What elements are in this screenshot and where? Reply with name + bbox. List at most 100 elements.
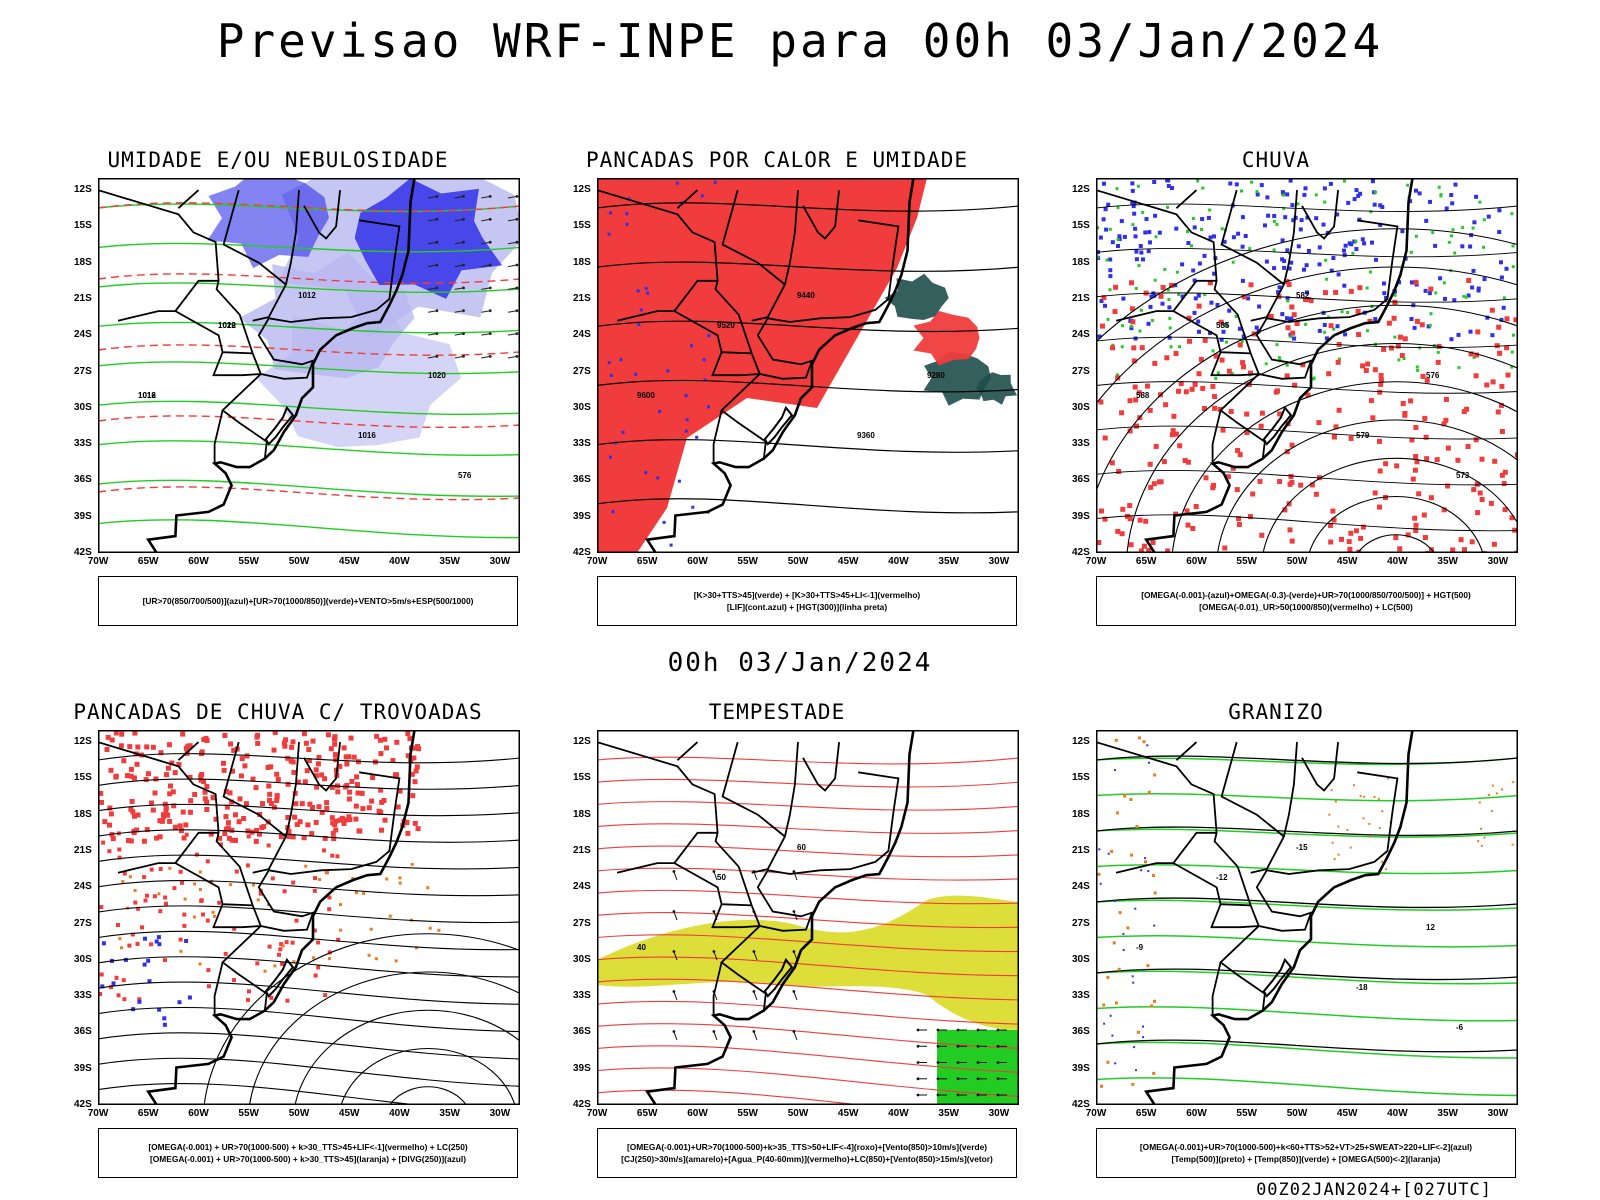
lat-tick-label: 15S <box>573 772 591 784</box>
state-border <box>597 741 767 1011</box>
legend-line: [K>30+TTS>45](verde) + [K>30+TTS>45+LI<-… <box>693 590 921 600</box>
lon-tick-label: 30W <box>1487 556 1509 567</box>
state-border <box>1210 903 1259 929</box>
contour-label: 9600 <box>637 391 655 400</box>
lon-tick-label: 50W <box>787 556 809 567</box>
state-border <box>1115 310 1251 355</box>
map-panel: GRANIZO 12S 15S 18S 21S 24S 27S 30S 33S 36S 39S 42… <box>1046 700 1518 1200</box>
lat-tick-label: 36S <box>74 474 92 486</box>
lat-tick-label: 36S <box>573 474 591 486</box>
lon-tick-label: 35W <box>938 556 959 567</box>
coastline <box>644 730 915 1105</box>
state-border <box>721 741 786 838</box>
state-border <box>1211 962 1222 1016</box>
lat-tick-label: 21S <box>1072 845 1090 856</box>
contour-label: -9 <box>1136 943 1144 952</box>
state-border <box>212 903 261 929</box>
state-border <box>676 741 699 761</box>
lat-tick-label: 33S <box>74 990 92 1002</box>
lat-tick-label: 33S <box>573 990 591 1002</box>
lat-tick-label: 30S <box>573 401 591 413</box>
lat-tick-label: 15S <box>573 220 591 232</box>
forecast-map: 40 50 60 <box>597 730 1019 1105</box>
lat-tick-label: 12S <box>74 736 92 748</box>
state-border <box>616 310 752 355</box>
coastline <box>1143 178 1414 553</box>
state-border <box>1175 189 1198 209</box>
lat-tick-label: 15S <box>1072 772 1090 784</box>
lat-tick-label: 30S <box>1072 953 1090 965</box>
legend-line: [OMEGA(-0.001) + UR>70(1000-500) + k>30_… <box>149 1154 467 1164</box>
state-border <box>1220 741 1285 838</box>
legend-line: [OMEGA(-0.01)_UR>50(1000/850)(vermelho) … <box>1199 602 1413 612</box>
state-border <box>1220 189 1285 286</box>
panel-title: PANCADAS POR CALOR E UMIDADE <box>585 148 968 172</box>
state-border <box>756 219 900 380</box>
lat-tick-label: 12S <box>1072 736 1090 748</box>
lat-tick-label: 42S <box>573 547 591 558</box>
lat-tick-label: 12S <box>74 184 92 196</box>
lat-tick-label: 42S <box>74 547 92 558</box>
panel-title: CHUVA <box>1241 148 1311 172</box>
contour-label: 576 <box>458 471 472 480</box>
state-border <box>1096 741 1266 1011</box>
panel-legend: [K>30+TTS>45](verde) + [K>30+TTS>45+LI<-… <box>597 576 1017 626</box>
contour-label: 1012 <box>138 391 156 400</box>
forecast-map <box>98 730 520 1105</box>
lat-tick-label: 12S <box>1072 184 1090 196</box>
lon-tick-label: 65W <box>636 556 658 567</box>
contour-label: 60 <box>797 843 806 852</box>
field-layer <box>597 756 1019 1105</box>
lat-tick-label: 36S <box>573 1026 591 1038</box>
state-border <box>712 962 723 1016</box>
lat-tick-label: 30S <box>1072 401 1090 413</box>
contour-label: -18 <box>1356 983 1368 992</box>
state-border <box>1250 742 1298 874</box>
coastline <box>644 178 915 553</box>
lat-tick-label: 21S <box>74 845 92 856</box>
lon-tick-label: 40W <box>389 556 410 567</box>
field-layer <box>597 178 1019 553</box>
lon-tick-label: 60W <box>687 1108 708 1119</box>
state-border <box>222 741 287 838</box>
lon-tick-label: 70W <box>87 556 109 567</box>
lon-tick-label: 40W <box>389 1108 410 1119</box>
lat-tick-label: 42S <box>1072 547 1090 558</box>
legend-line: [Temp(500)](preto) + [Temp(850)](verde) … <box>1171 1154 1441 1164</box>
state-border <box>252 742 300 874</box>
state-border <box>802 190 840 240</box>
state-border <box>1250 190 1298 322</box>
lagoa-dos-patos <box>1262 957 1293 998</box>
lon-tick-label: 45W <box>1336 556 1358 567</box>
coastline <box>145 730 416 1105</box>
lon-tick-label: 55W <box>238 1108 259 1119</box>
state-border <box>303 190 341 240</box>
lon-tick-label: 55W <box>1236 556 1257 567</box>
lon-tick-label: 55W <box>238 556 259 567</box>
lon-tick-label: 30W <box>489 1108 511 1119</box>
panel-legend: [OMEGA(-0.001)+UR>70(1000-500)+k>35_TTS>… <box>597 1128 1017 1178</box>
lat-tick-label: 18S <box>573 256 591 268</box>
coastline <box>1143 730 1414 1105</box>
lat-tick-label: 15S <box>1072 220 1090 232</box>
lon-tick-label: 40W <box>1387 1108 1408 1119</box>
contour-label: 9520 <box>717 321 735 330</box>
lon-tick-label: 35W <box>1437 556 1458 567</box>
state-border <box>98 741 268 1011</box>
state-border <box>1211 410 1222 464</box>
lon-tick-label: 60W <box>687 556 708 567</box>
lat-tick-label: 12S <box>573 184 591 196</box>
lon-tick-label: 40W <box>888 556 909 567</box>
lon-tick-label: 65W <box>137 1108 159 1119</box>
state-border <box>1096 189 1266 459</box>
lon-tick-label: 50W <box>1286 556 1308 567</box>
lat-tick-label: 24S <box>74 329 92 341</box>
state-border <box>98 189 268 459</box>
coastline <box>145 178 416 553</box>
lat-tick-label: 42S <box>573 1099 591 1110</box>
lat-tick-label: 42S <box>74 1099 92 1110</box>
state-border <box>802 742 840 792</box>
state-border <box>213 410 224 464</box>
forecast-map: 1012 1012 1012 1016 1020 576 1016 1020 <box>98 178 520 553</box>
